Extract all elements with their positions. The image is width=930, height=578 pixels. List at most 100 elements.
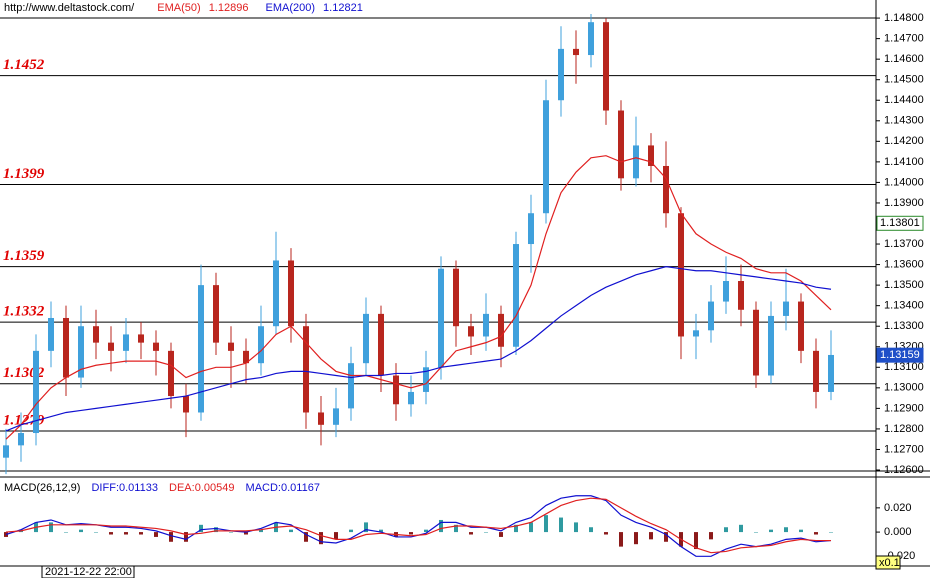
histogram-bar [754, 532, 758, 533]
price-marker-box [876, 215, 924, 231]
y-tick-label: 1.14800 [884, 12, 924, 24]
series-name: MACD [246, 482, 281, 494]
histogram-bar [799, 529, 803, 533]
candle-body [63, 317, 69, 378]
histogram-bar [349, 529, 353, 533]
macd-title: MACD(26,12,9) [4, 482, 81, 494]
candle-body [93, 326, 99, 343]
candle-body [513, 244, 519, 347]
histogram-bar [559, 517, 563, 533]
histogram-bar [739, 524, 743, 533]
indicator-line [5, 266, 832, 432]
candle-body [123, 334, 129, 351]
candle-body [3, 445, 9, 458]
histogram-bar [139, 532, 143, 535]
time-box [41, 565, 135, 578]
price-marker-label: 1.13159 [880, 349, 920, 361]
candle-body [573, 48, 579, 56]
y-tick-label: 1.14100 [884, 156, 924, 168]
series-readout: 0.00549 [194, 482, 235, 494]
histogram-bar [724, 527, 728, 533]
level-label: 1.1359 [3, 248, 45, 264]
histogram-bar [184, 532, 188, 542]
price-marker: 1.13801 [876, 215, 924, 231]
histogram-bar [79, 529, 83, 533]
y-tick-label: 1.14200 [884, 135, 924, 147]
candle-body [738, 281, 744, 310]
candle-body [798, 301, 804, 351]
histogram-bar [154, 532, 158, 537]
main-header: http://www.deltastock.com/ EMA(50) 1.1289… [4, 2, 371, 14]
histogram-bar [484, 532, 488, 533]
histogram-bar [454, 524, 458, 533]
histogram-bar [424, 529, 428, 533]
candle-body [378, 313, 384, 376]
candle-body [603, 22, 609, 111]
histogram-bar [499, 532, 503, 537]
histogram-bar [694, 532, 698, 550]
candle-body [243, 350, 249, 364]
candle-body [558, 48, 564, 101]
candle-body [363, 313, 369, 364]
indicator-line [5, 497, 831, 554]
candle-body [333, 408, 339, 425]
histogram-bar [319, 532, 323, 545]
histogram-bar [589, 527, 593, 533]
histogram-bar [604, 532, 608, 535]
histogram-bar [619, 532, 623, 547]
candle-body [768, 315, 774, 376]
candle-body [648, 145, 654, 166]
candle-body [153, 342, 159, 351]
histogram-bar [769, 529, 773, 533]
candle-body [588, 22, 594, 56]
candle-body [183, 396, 189, 413]
candle-body [198, 285, 204, 413]
histogram-bar [49, 522, 53, 533]
series-readout: 0.01167 [280, 482, 320, 494]
candle-body [408, 391, 414, 405]
candle-body [168, 350, 174, 397]
histogram-bar [544, 515, 548, 533]
ema-name: EMA(200) [265, 2, 316, 14]
candle-body [708, 301, 714, 331]
candle-body [498, 313, 504, 347]
y-tick-label: 1.14000 [884, 176, 924, 188]
candle-body [678, 213, 684, 337]
y-tick-label: 1.12700 [884, 443, 924, 455]
candle-body [273, 260, 279, 327]
histogram-bar [529, 522, 533, 533]
histogram-bar [574, 522, 578, 533]
candle-body [723, 281, 729, 302]
ema-readout: 1.12896 [208, 2, 249, 14]
histogram-bar [709, 532, 713, 540]
histogram-bar [829, 532, 833, 533]
candle-body [228, 342, 234, 351]
y-tick-label: 1.14500 [884, 74, 924, 86]
candle-body [393, 375, 399, 405]
candle-body [528, 213, 534, 245]
macd-header: MACD(26,12,9) DIFF0.01133 DEA0.00549 MAC… [4, 482, 328, 494]
histogram-bar [64, 532, 68, 533]
y-tick-label: 1.13400 [884, 300, 924, 312]
y-tick-label: 1.13500 [884, 279, 924, 291]
candle-body [48, 317, 54, 351]
candle-body [318, 412, 324, 425]
candle-body [468, 326, 474, 337]
histogram-bar [784, 527, 788, 533]
series-readout: 0.01133 [119, 482, 158, 494]
histogram-bar [334, 532, 338, 540]
y-tick-label: 1.13700 [884, 238, 924, 250]
histogram-bar [439, 519, 443, 533]
candle-body [213, 285, 219, 343]
price-marker-label: 1.13801 [880, 217, 920, 229]
histogram-bar [814, 532, 818, 535]
y-tick-label: 1.14600 [884, 53, 924, 65]
price-marker-box [876, 347, 924, 363]
candle-body [288, 260, 294, 327]
candle-body [33, 350, 39, 434]
histogram-bar [289, 529, 293, 533]
histogram-bar [229, 532, 233, 533]
histogram-bar [169, 532, 173, 542]
series-name: DIFF [91, 482, 119, 494]
